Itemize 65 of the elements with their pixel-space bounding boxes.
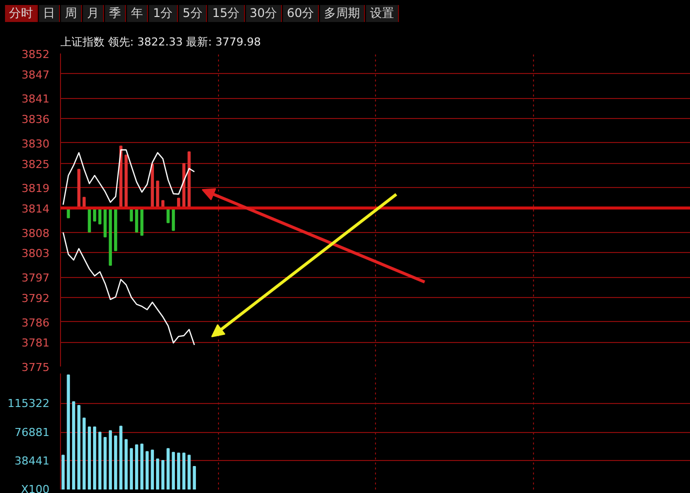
y-tick-label: 3803 (22, 247, 50, 260)
line-series (62, 149, 195, 206)
y-tick-label: 76881 (14, 426, 50, 439)
bar (77, 168, 80, 208)
y-tick-label: 38441 (14, 454, 50, 468)
bar (140, 444, 144, 490)
bar (66, 374, 70, 490)
bar (93, 426, 96, 490)
y-tick-label: 3830 (22, 137, 50, 150)
bar (119, 426, 122, 490)
text: 多周期 (320, 5, 366, 22)
bar (104, 436, 107, 490)
y-tick-label: X100 (20, 483, 50, 493)
bar (98, 432, 102, 490)
text: 5分 (178, 5, 208, 22)
bar (130, 448, 133, 490)
text: 60分 (282, 5, 320, 22)
bar (114, 435, 118, 490)
chart-title: 上证指数 领先: 3822.33 最新: 3779.98 (60, 36, 261, 48)
bar (156, 180, 160, 208)
line-series (62, 232, 195, 346)
y-tick-label: 3847 (22, 68, 50, 82)
bar (166, 448, 170, 490)
y-tick-label: 115322 (8, 397, 50, 410)
bar (150, 450, 154, 490)
bar (72, 401, 76, 490)
text: 设置 (366, 5, 400, 22)
text: 年 (127, 5, 148, 22)
bar (161, 460, 164, 490)
bar (156, 458, 160, 490)
y-tick-label: 3825 (22, 158, 50, 171)
bar (77, 404, 80, 490)
bar (188, 454, 191, 490)
bar (172, 452, 175, 490)
text: 季 (105, 5, 126, 22)
y-tick-label: 3852 (22, 48, 50, 61)
text: 日 (39, 5, 60, 22)
y-tick-label: 3808 (22, 226, 50, 240)
y-tick-label: 3841 (22, 92, 50, 106)
bar (108, 430, 112, 490)
bar (182, 452, 186, 490)
bar (146, 451, 149, 490)
bar (62, 454, 65, 490)
y-tick-label: 3786 (22, 316, 50, 330)
bar (192, 466, 196, 490)
text: 1分 (149, 5, 178, 22)
y-tick-label: 3836 (22, 113, 50, 126)
bar (188, 151, 191, 208)
bar (82, 418, 86, 490)
bar (88, 426, 91, 490)
bar (177, 452, 180, 490)
bar (124, 154, 128, 208)
y-tick-label: 3781 (22, 336, 50, 350)
y-tick-label: 3775 (22, 361, 50, 374)
y-tick-label: 3792 (22, 292, 50, 305)
y-tick-label: 3814 (22, 202, 50, 216)
y-tick-label: 3797 (22, 272, 50, 285)
text: 分时 (5, 5, 38, 22)
bar (135, 444, 138, 490)
text: 月 (83, 5, 104, 22)
text: 周 (61, 5, 82, 22)
y-tick-label: 3819 (22, 182, 50, 196)
text: 30分 (246, 5, 282, 22)
text: 15分 (208, 5, 245, 22)
bar (124, 439, 128, 490)
